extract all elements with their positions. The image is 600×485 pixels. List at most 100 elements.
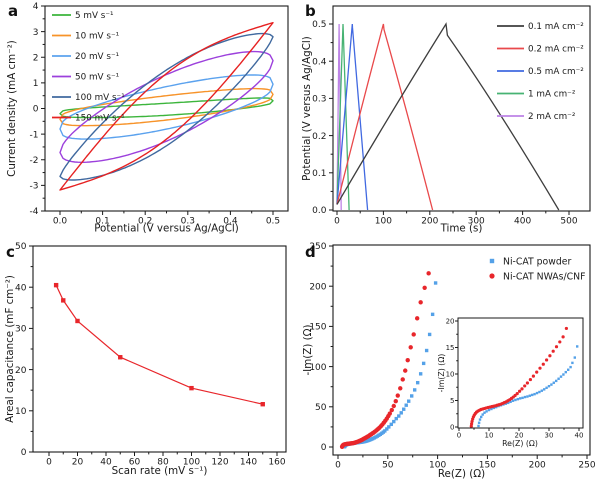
x-tick-label: 0.4	[223, 217, 238, 227]
x-tick-label: 400	[514, 217, 531, 227]
data-point-circle	[398, 386, 403, 391]
data-point-square	[477, 424, 480, 428]
data-point-circle	[391, 403, 396, 409]
data-point-square	[562, 373, 565, 376]
data-point-square	[521, 396, 524, 400]
data-point-circle	[411, 332, 416, 337]
data-point-square	[402, 407, 406, 411]
data-point-square	[481, 413, 484, 416]
data-point-square	[75, 318, 80, 324]
y-tick-label: 0.0	[312, 206, 327, 216]
y-tick-label: 40	[15, 283, 27, 293]
data-point-circle	[405, 357, 410, 363]
x-tick-label: 10	[485, 432, 494, 440]
data-point-square	[415, 380, 420, 385]
data-point-circle	[520, 387, 524, 391]
data-point-square	[535, 391, 539, 395]
data-point-square	[514, 398, 517, 402]
axis-frame	[332, 5, 591, 212]
axis-frame	[332, 244, 591, 456]
y-tick-label: 30	[15, 325, 27, 335]
panel-a: 0.0 0.1 0.2 0.3 0.4 0.5 -4 -3 -2 -1 0 1 2 3 4 Potential…	[6, 2, 289, 235]
panel-c: 0 20 40 60 80 100 120 140 160 0 10 20 30 40 50 Scan rat…	[4, 242, 287, 477]
data-point-square	[557, 377, 560, 380]
data-point-square	[418, 372, 423, 376]
legend-label: 1 mA cm⁻²	[528, 90, 575, 100]
x-tick-label: 20	[515, 432, 524, 440]
y-tick-label: -2	[30, 156, 39, 166]
data-point-square	[567, 368, 570, 371]
legend-label: 100 mV s⁻¹	[75, 93, 125, 103]
y-tick-label: 0.2	[312, 132, 326, 142]
data-point-circle	[548, 354, 552, 358]
b-x-axis-title: Time (s)	[440, 223, 483, 235]
data-point-circle	[469, 424, 473, 428]
data-point-square	[118, 355, 123, 360]
x-tick-label: 60	[129, 458, 141, 468]
data-point-circle	[564, 326, 569, 331]
panel-label-a: a	[8, 2, 19, 20]
data-point-square	[509, 400, 512, 404]
capacitance-line	[55, 284, 263, 405]
data-point-square	[480, 415, 483, 419]
y-tick-label: 20	[15, 366, 27, 376]
data-point-square	[487, 408, 491, 412]
y-tick-label: 0	[450, 423, 454, 431]
data-point-square	[559, 375, 563, 378]
y-tick-label: 0	[21, 448, 27, 458]
data-point-square	[552, 381, 555, 384]
data-point-square	[433, 281, 438, 285]
data-point-square	[260, 402, 265, 407]
x-tick-label: 20	[72, 458, 84, 468]
data-point-circle	[535, 370, 539, 374]
data-point-circle	[518, 389, 522, 393]
inset-series-Ni-CAT NWAs/CNF	[469, 326, 569, 428]
x-tick-label: 0.2	[138, 217, 152, 227]
data-point-square	[483, 411, 486, 414]
y-tick-label: 2	[33, 53, 39, 63]
data-point-square	[547, 384, 551, 388]
y-tick-label: 0	[321, 443, 327, 453]
y-tick-label: 10	[446, 370, 455, 378]
data-point-circle	[545, 358, 549, 362]
data-point-square	[394, 416, 398, 421]
data-point-square	[397, 414, 401, 418]
a-y-axis-title: Current density (mA cm⁻²)	[6, 40, 18, 177]
legend-label: 2 mA cm⁻²	[528, 112, 575, 122]
y-tick-label: 15	[446, 344, 455, 352]
panel-label-d: d	[305, 243, 316, 261]
data-point-square	[410, 394, 414, 398]
data-point-square	[533, 392, 536, 396]
y-tick-label: 0.4	[312, 57, 327, 67]
y-tick-label: 0.3	[312, 95, 326, 105]
data-point-circle	[489, 273, 495, 279]
y-tick-label: -4	[30, 207, 39, 217]
data-point-square	[495, 405, 498, 409]
data-point-square	[392, 419, 396, 424]
data-point-circle	[538, 366, 542, 370]
x-tick-label: 40	[575, 432, 584, 440]
d-y-axis-title: -Im(Z) (Ω)	[302, 324, 314, 375]
data-point-square	[399, 411, 403, 415]
cv-curve-100 mV s⁻¹	[59, 32, 274, 181]
cv-curve-50 mV s⁻¹	[59, 50, 274, 163]
data-point-circle	[528, 377, 533, 382]
x-tick-label: 150	[479, 461, 496, 471]
data-point-square	[528, 394, 531, 397]
data-point-circle	[561, 335, 565, 339]
data-point-circle	[393, 398, 398, 404]
data-point-square	[61, 298, 66, 303]
x-tick-label: 300	[468, 217, 485, 227]
x-tick-label: 120	[211, 458, 228, 468]
data-point-square	[511, 399, 515, 402]
data-point-square	[569, 365, 572, 369]
data-point-circle	[523, 384, 527, 388]
gcd-curve-0.1 mA cm⁻²	[336, 22, 560, 211]
data-point-circle	[426, 271, 431, 276]
legend-label: 0.1 mA cm⁻²	[528, 22, 584, 32]
data-point-circle	[387, 411, 392, 416]
x-tick-label: 100	[429, 461, 446, 471]
data-point-square	[519, 397, 522, 400]
data-point-square	[485, 410, 488, 413]
